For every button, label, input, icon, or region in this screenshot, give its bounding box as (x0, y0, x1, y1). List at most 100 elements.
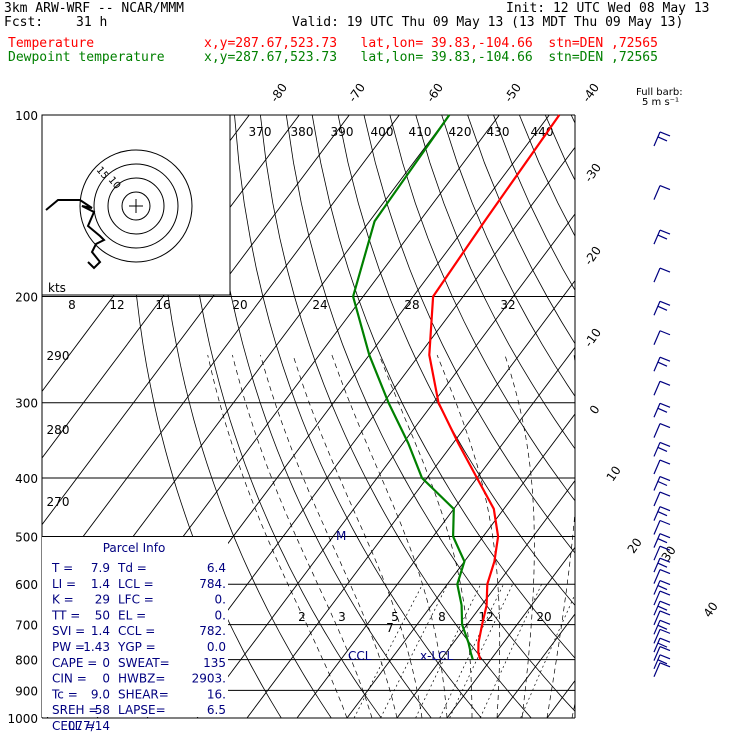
wind-barb-flag (657, 659, 668, 665)
parcel-param-name: SVI = (52, 624, 85, 638)
dewpoint-location-info: x,y=287.67,523.73 lat,lon= 39.83,-104.66… (204, 50, 658, 65)
hodograph-speed-label: 32 (500, 298, 515, 312)
moist-adiabat-line (232, 354, 373, 718)
parcel-param-value: 29 (95, 593, 110, 607)
parcel-param-value: 784. (199, 577, 226, 591)
wind-barb-staff (653, 476, 661, 491)
wind-barb-flag (659, 619, 671, 625)
init-time: Init: 12 UTC Wed 08 May 13 (506, 1, 710, 16)
parcel-param-value: 16. (207, 687, 226, 701)
parcel-param-name: Tc = (51, 687, 78, 701)
parcel-param-value: 1.4 (91, 577, 110, 591)
wind-barb-flag (657, 562, 668, 568)
isotherm-label: -70 (345, 81, 368, 105)
wind-barb (653, 185, 671, 200)
wind-barb-flag (659, 506, 671, 512)
wind-barb-staff (653, 610, 661, 626)
wind-barb-flag (659, 300, 671, 306)
parcel-param-value: 0. (215, 608, 226, 622)
parcel-param-value: 2903. (192, 672, 226, 686)
wind-barb-flag (659, 590, 671, 596)
wind-barb (653, 519, 671, 535)
wind-barb-flag (659, 380, 671, 386)
wind-barb (653, 569, 671, 584)
wind-barb (653, 330, 671, 345)
dry-adiabat-line (701, 115, 740, 718)
isotherm-line (446, 546, 575, 718)
mixing-ratio-label: 2 (298, 610, 306, 624)
lcl-marker-label: x-LCL (420, 649, 453, 663)
isotherm-label: -40 (579, 81, 602, 105)
parcel-param-value: 077/14 (68, 719, 110, 733)
parcel-param-name: CIN = (52, 672, 87, 686)
theta-label: 430 (487, 125, 510, 139)
moist-adiabat-line (260, 354, 398, 718)
mixing-ratio-label: 5 (391, 610, 399, 624)
isotherm-label: -80 (267, 81, 290, 105)
barb-legend-title: Full barb: (636, 87, 683, 98)
wind-barb-staff (653, 520, 661, 535)
isotherm-label: 20 (625, 535, 645, 556)
wind-barb (653, 628, 671, 644)
dry-adiabat-line (441, 115, 575, 397)
wind-barb-flag (657, 605, 668, 611)
dry-adiabat-line (389, 115, 575, 502)
dry-adiabat-line (675, 115, 740, 718)
pressure-tick-label: 700 (15, 619, 38, 633)
dry-adiabat-line (363, 115, 575, 554)
wind-barb-flag (659, 185, 671, 191)
wind-barb (653, 646, 671, 661)
wind-barb-flag (659, 229, 671, 235)
wind-barb-staff (653, 229, 661, 245)
pressure-tick-label: 200 (15, 291, 38, 305)
wind-barb-flag (659, 637, 671, 643)
wind-barb-staff (653, 637, 661, 653)
parcel-param-value: 58 (95, 703, 110, 717)
dewpoint-profile-line (351, 114, 474, 660)
wind-barb-flag (659, 569, 671, 575)
wind-barb-flag (659, 475, 671, 482)
parcel-param-name: CAPE = (52, 656, 97, 670)
wind-barb-flag (657, 585, 668, 591)
wind-barb-staff (653, 600, 661, 616)
parcel-param-value: 9.0 (91, 687, 110, 701)
wind-barb-flag (657, 511, 668, 517)
hodograph-ring (121, 191, 151, 221)
dry-adiabat-line (311, 115, 575, 659)
pressure-tick-label: 100 (15, 109, 38, 123)
isotherm-label: -20 (581, 244, 604, 268)
wind-barb-staff (653, 423, 661, 438)
temperature-legend-label: Temperature (8, 36, 95, 51)
wind-barb-staff (653, 662, 661, 678)
wind-barb-flag (659, 654, 671, 660)
parcel-param-value: 135 (203, 656, 226, 670)
wind-barb (653, 590, 671, 606)
pressure-tick-label: 600 (15, 578, 38, 592)
wind-barb-flag (659, 533, 671, 539)
parcel-param-value: 0 (102, 672, 110, 686)
theta-label: 390 (331, 125, 354, 139)
wind-barb-flag (657, 407, 668, 413)
isotherm-line (697, 115, 740, 718)
wind-barb-flag (659, 600, 671, 606)
wind-barb-flag (659, 441, 671, 448)
isotherm-line (346, 413, 575, 718)
wind-barb (653, 300, 671, 316)
mixing-ratio-label: 20 (536, 610, 551, 624)
wind-barb-staff (653, 557, 661, 573)
pressure-tick-label: 1000 (7, 712, 38, 726)
parcel-param-value: 6.5 (207, 703, 226, 717)
wind-barb (653, 610, 671, 626)
isotherm-line (42, 115, 350, 526)
wind-barb (653, 579, 671, 595)
wind-barb-flag (659, 423, 671, 429)
hodograph-speed-label: 12 (109, 298, 124, 312)
wind-barb-staff (653, 545, 661, 561)
wind-barb-flag (659, 131, 671, 137)
wind-barb (653, 545, 671, 561)
wind-barb-staff (653, 491, 661, 507)
wind-barb-flag (657, 305, 668, 311)
theta-label: 370 (249, 125, 272, 139)
mixing-ratio-label: 7 (386, 621, 394, 635)
theta-label: 400 (371, 125, 394, 139)
